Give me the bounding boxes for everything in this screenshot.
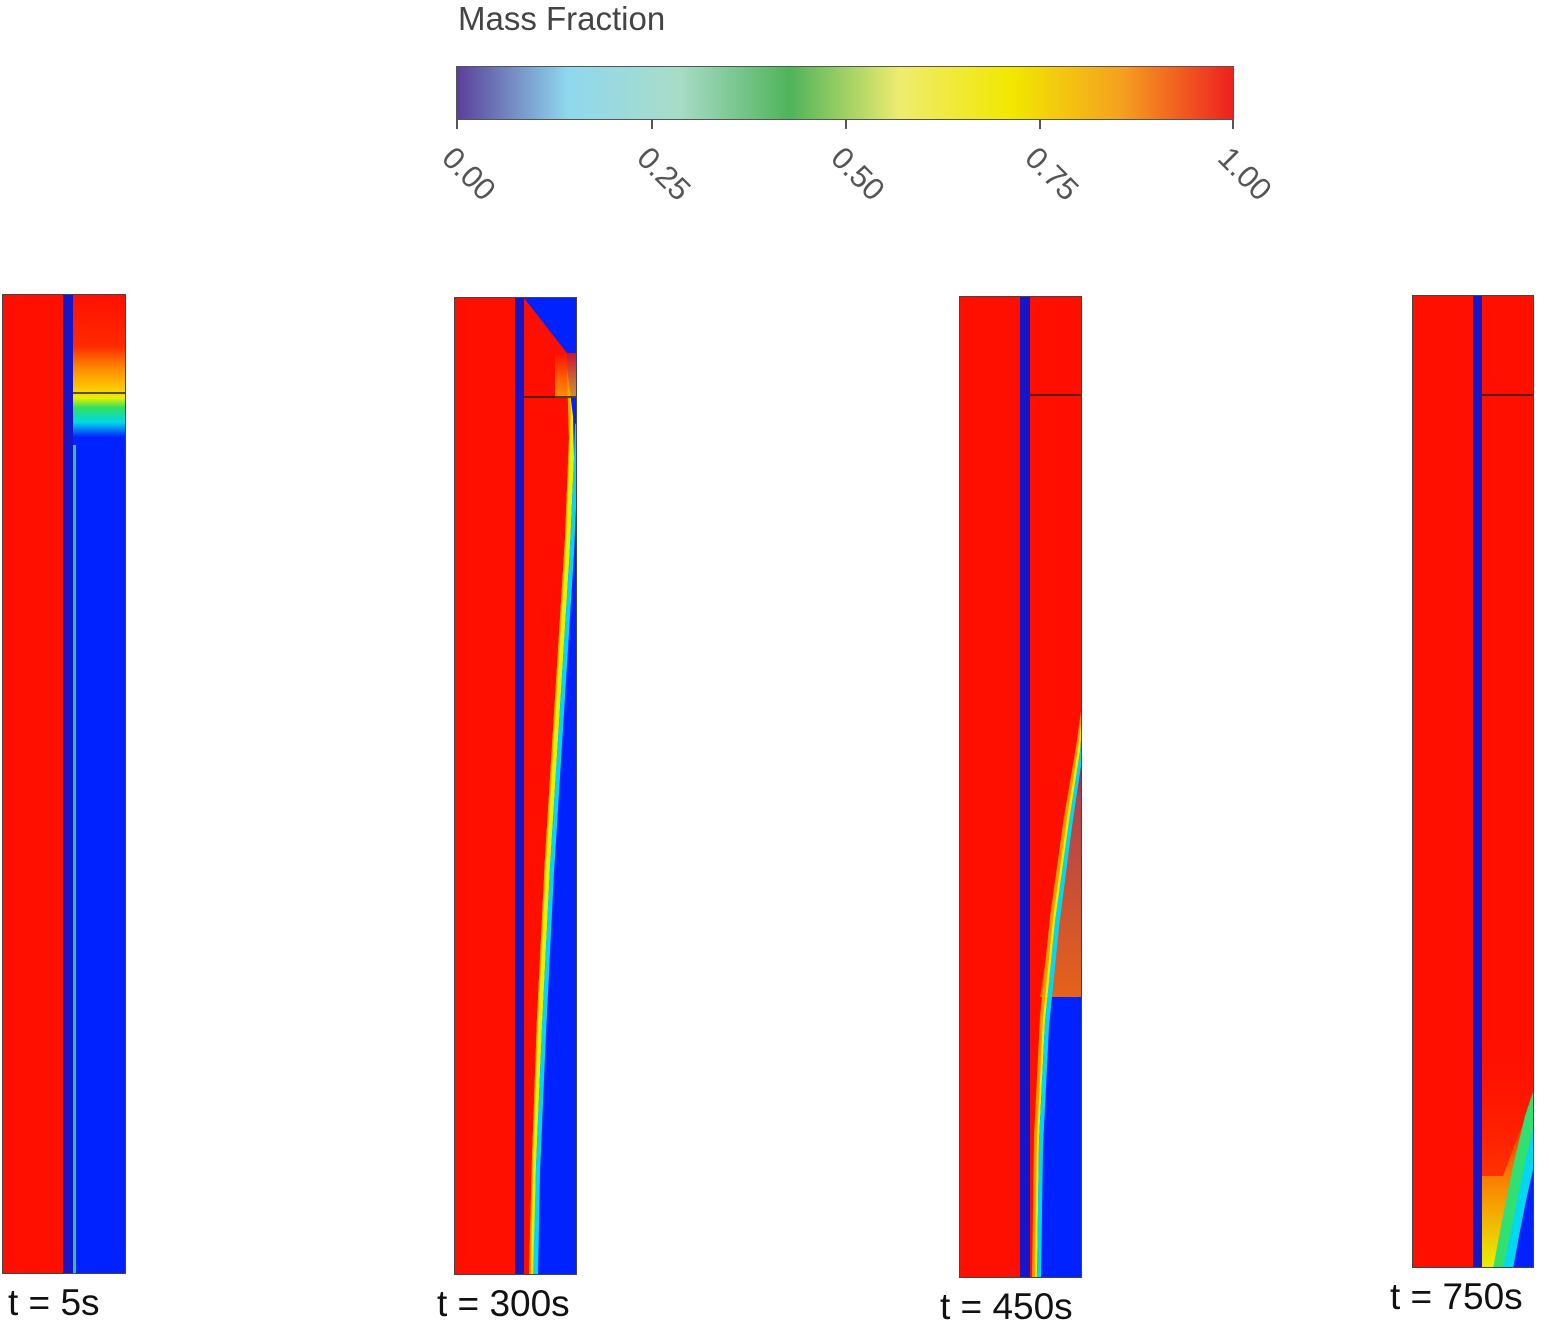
contour-field-300s [455, 298, 576, 1274]
colorbar-title: Mass Fraction [458, 0, 666, 37]
membrane-strip [515, 298, 524, 1274]
membrane-strip [63, 295, 73, 1273]
panel-label-450s: t = 450s [940, 1286, 1073, 1327]
colorbar-tick-label: 0.00 [435, 140, 503, 208]
colorbar-tick-label: 0.25 [630, 140, 698, 208]
membrane-strip [1473, 296, 1482, 1267]
colorbar-tick [845, 120, 847, 129]
contour-panel-450s [959, 296, 1082, 1278]
colorbar-tick-label: 0.50 [824, 140, 892, 208]
panel-label-5s: t = 5s [8, 1282, 100, 1323]
colorbar-tick-label: 0.75 [1018, 140, 1086, 208]
contour-field-450s [960, 297, 1081, 1277]
colorbar-tick-label: 1.00 [1211, 140, 1279, 208]
colorbar-tick [456, 120, 458, 129]
colorbar-tick [1232, 120, 1234, 129]
colorbar-tick [651, 120, 653, 129]
contour-panel-5s [2, 294, 126, 1274]
panel-label-750s: t = 750s [1390, 1276, 1523, 1317]
panel-label-300s: t = 300s [437, 1283, 570, 1324]
contour-field-5s [3, 295, 125, 1273]
contour-panel-750s [1412, 295, 1534, 1268]
contour-panel-300s [454, 297, 577, 1275]
colorbar [456, 66, 1234, 120]
membrane-strip [1020, 297, 1030, 1277]
colorbar-tick [1039, 120, 1041, 129]
contour-field-750s [1413, 296, 1533, 1267]
